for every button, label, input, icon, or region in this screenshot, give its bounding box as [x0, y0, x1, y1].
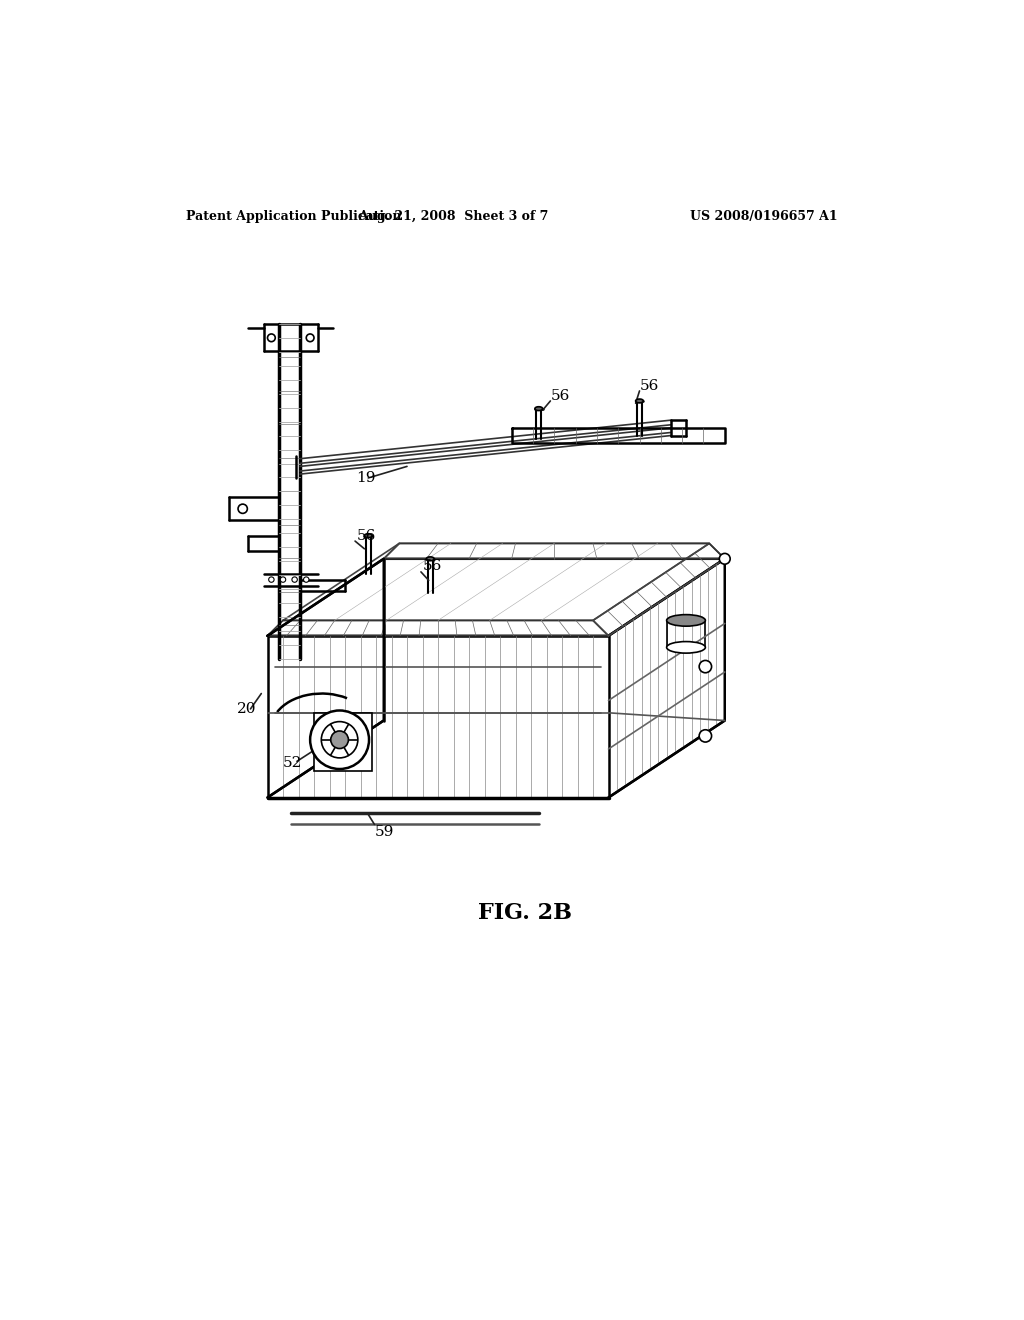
Text: Aug. 21, 2008  Sheet 3 of 7: Aug. 21, 2008 Sheet 3 of 7 [358, 210, 549, 223]
Circle shape [306, 334, 314, 342]
Text: 56: 56 [550, 388, 569, 403]
Circle shape [331, 731, 348, 748]
Ellipse shape [365, 533, 372, 537]
Circle shape [303, 577, 309, 582]
Ellipse shape [535, 407, 543, 411]
Text: 20: 20 [237, 702, 256, 715]
Circle shape [699, 730, 712, 742]
Ellipse shape [636, 399, 643, 403]
Circle shape [719, 553, 730, 564]
Ellipse shape [426, 557, 434, 561]
FancyBboxPatch shape [314, 713, 372, 771]
Text: 56: 56 [356, 529, 376, 543]
Text: Patent Application Publication: Patent Application Publication [186, 210, 401, 223]
Ellipse shape [667, 615, 706, 626]
Text: 56: 56 [423, 560, 442, 573]
Circle shape [238, 504, 248, 513]
Text: US 2008/0196657 A1: US 2008/0196657 A1 [690, 210, 838, 223]
Circle shape [310, 710, 369, 770]
Text: FIG. 2B: FIG. 2B [478, 902, 571, 924]
Ellipse shape [667, 642, 706, 653]
Circle shape [281, 577, 286, 582]
Text: 59: 59 [375, 825, 394, 840]
Circle shape [322, 722, 357, 758]
Circle shape [292, 577, 297, 582]
Circle shape [268, 577, 274, 582]
Text: 19: 19 [356, 471, 376, 484]
Text: 56: 56 [640, 379, 658, 392]
Circle shape [699, 660, 712, 673]
Text: 52: 52 [283, 756, 302, 770]
Circle shape [267, 334, 275, 342]
